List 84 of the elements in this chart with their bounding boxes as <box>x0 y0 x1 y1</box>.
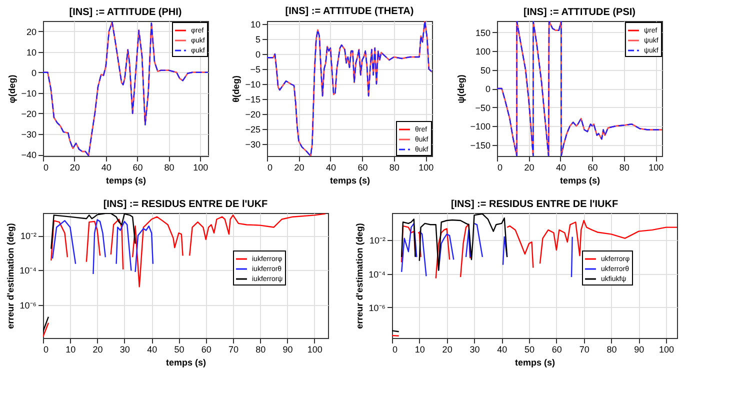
y-tick-label: 100 <box>475 46 490 56</box>
x-axis-title: temps (s) <box>106 176 146 186</box>
y-axis-title: ψ(deg) <box>456 74 466 104</box>
y-tick-label: 0 <box>255 50 260 60</box>
x-tick-label: 20 <box>294 162 304 172</box>
x-tick-label: 30 <box>120 344 130 354</box>
y-tick-label: 10⁻⁴ <box>368 269 386 280</box>
x-tick-label: 0 <box>44 162 49 172</box>
y-tick-label: −20 <box>21 108 36 119</box>
y-tick-label: 10⁻⁶ <box>20 300 37 310</box>
x-tick-label: 100 <box>659 344 674 354</box>
x-tick-label: 40 <box>497 344 508 354</box>
y-tick-label: −150 <box>470 140 490 150</box>
x-tick-label: 80 <box>164 162 174 172</box>
x-tick-label: 40 <box>101 162 112 172</box>
y-tick-label: −5 <box>250 64 260 74</box>
y-tick-label: 50 <box>480 65 490 76</box>
x-tick-label: 100 <box>418 162 434 172</box>
chart-title: [INS] := ATTITUDE (THETA) <box>285 6 414 17</box>
x-tick-label: 30 <box>470 344 480 354</box>
y-tick-label: −10 <box>21 88 36 98</box>
y-tick-label: 20 <box>26 26 36 37</box>
x-tick-label: 70 <box>579 344 590 354</box>
chart-title: [INS] := RESIDUS ENTRE DE l'UKF <box>103 199 268 210</box>
x-tick-label: 40 <box>556 162 566 172</box>
x-tick-label: 80 <box>256 344 266 354</box>
x-tick-label: 60 <box>358 162 368 172</box>
y-axis-title: erreur d'estimation (deg) <box>6 223 16 329</box>
y-tick-label: 10⁻² <box>369 236 386 246</box>
x-axis-title: temps (s) <box>330 176 370 186</box>
chart-title: [INS] := ATTITUDE (PHI) <box>69 7 182 18</box>
x-tick-label: 20 <box>70 162 80 172</box>
x-tick-label: 60 <box>588 162 598 172</box>
y-tick-label: 0 <box>31 68 36 78</box>
x-tick-label: 40 <box>326 162 336 172</box>
x-tick-label: 60 <box>201 344 212 354</box>
x-tick-label: 70 <box>228 344 239 354</box>
x-axis-title: temps (s) <box>560 176 600 186</box>
chart-title: [INS] := ATTITUDE (PSI) <box>524 7 636 18</box>
x-tick-label: 0 <box>498 162 503 172</box>
x-tick-label: 10 <box>66 344 76 354</box>
y-tick-label: 5 <box>255 34 260 44</box>
y-tick-label: −100 <box>470 122 490 132</box>
y-tick-label: −20 <box>245 110 260 120</box>
x-tick-label: 20 <box>92 344 103 354</box>
x-tick-label: 80 <box>619 162 630 172</box>
y-tick-label: −50 <box>475 102 490 113</box>
chart-title: [INS] := RESIDUS ENTRE DE l'IUKF <box>450 199 618 210</box>
x-tick-label: 80 <box>606 344 617 354</box>
x-tick-label: 20 <box>524 162 534 172</box>
y-tick-label: −10 <box>245 80 260 90</box>
y-tick-label: −30 <box>245 140 260 150</box>
x-tick-label: 100 <box>193 162 208 172</box>
x-tick-label: 10 <box>414 344 425 354</box>
x-tick-label: 50 <box>524 344 535 354</box>
y-tick-label: 10 <box>26 47 36 58</box>
x-tick-label: 50 <box>174 344 184 354</box>
x-axis-title: temps (s) <box>166 358 206 368</box>
y-tick-label: 10⁻⁶ <box>368 302 386 313</box>
x-tick-label: 100 <box>648 162 664 172</box>
y-tick-label: 0 <box>485 84 490 94</box>
x-tick-label: 40 <box>147 344 158 354</box>
y-tick-label: 150 <box>475 28 490 38</box>
x-tick-label: 100 <box>307 344 322 354</box>
y-tick-label: 10 <box>250 20 260 30</box>
y-axis-title: θ(deg) <box>231 76 242 102</box>
y-tick-label: −25 <box>245 124 260 134</box>
y-axis-title: φ(deg) <box>7 74 18 104</box>
x-tick-label: 90 <box>282 344 293 354</box>
x-tick-label: 0 <box>44 344 49 354</box>
y-tick-label: −40 <box>21 150 36 160</box>
x-tick-label: 0 <box>268 162 273 172</box>
y-tick-label: −15 <box>245 94 260 104</box>
x-tick-label: 90 <box>634 344 644 354</box>
y-tick-label: 10⁻² <box>20 231 36 242</box>
x-tick-label: 60 <box>132 162 143 172</box>
x-tick-label: 0 <box>392 344 398 354</box>
y-tick-label: −30 <box>21 130 36 140</box>
x-tick-label: 80 <box>389 162 400 172</box>
y-axis-title: erreur d'estimation (deg) <box>354 223 365 329</box>
x-tick-label: 60 <box>552 344 562 354</box>
x-tick-label: 20 <box>442 344 452 354</box>
y-tick-label: 10⁻⁴ <box>20 266 37 276</box>
x-axis-title: temps (s) <box>514 358 556 368</box>
